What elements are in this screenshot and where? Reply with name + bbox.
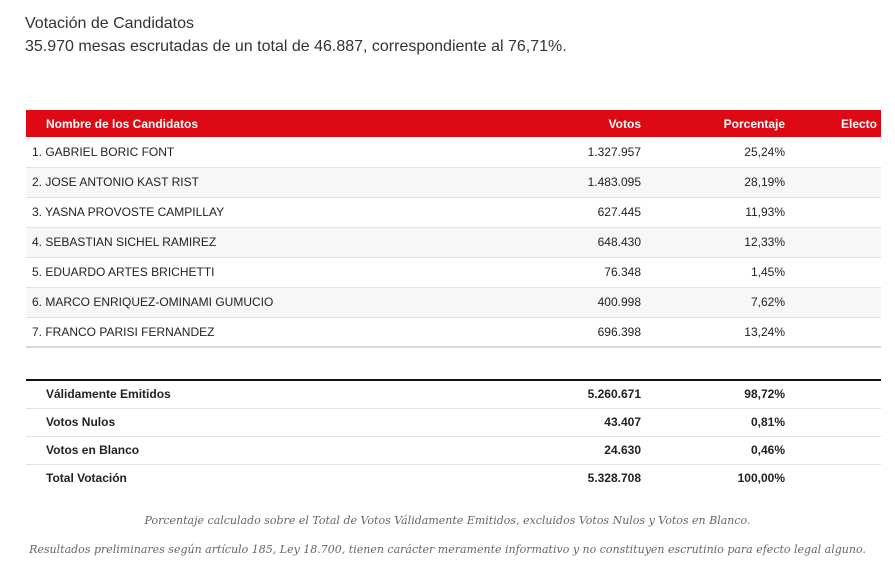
table-row: 7. FRANCO PARISI FERNANDEZ 696.398 13,24… (26, 317, 881, 348)
totals-percent: 0,81% (641, 408, 785, 437)
totals-votes: 24.630 (481, 436, 641, 465)
page-subtitle: 35.970 mesas escrutadas de un total de 4… (25, 38, 567, 55)
candidate-name: 2. JOSE ANTONIO KAST RIST (26, 167, 481, 198)
candidate-percent: 12,33% (641, 227, 785, 258)
candidate-percent: 1,45% (641, 257, 785, 288)
candidate-name: 7. FRANCO PARISI FERNANDEZ (26, 317, 481, 348)
totals-row: Votos Nulos 43.407 0,81% (26, 408, 881, 437)
candidate-votes: 648.430 (481, 227, 641, 258)
totals-row: Válidamente Emitidos 5.260.671 98,72% (26, 380, 881, 409)
candidate-name: 3. YASNA PROVOSTE CAMPILLAY (26, 197, 481, 228)
table-row: 2. JOSE ANTONIO KAST RIST 1.483.095 28,1… (26, 167, 881, 198)
candidate-votes: 696.398 (481, 317, 641, 348)
candidate-name: 4. SEBASTIAN SICHEL RAMIREZ (26, 227, 481, 258)
candidate-elected (785, 227, 881, 258)
table-row: 3. YASNA PROVOSTE CAMPILLAY 627.445 11,9… (26, 197, 881, 228)
totals-percent: 0,46% (641, 436, 785, 465)
totals-label: Total Votación (46, 471, 127, 486)
table-row: 4. SEBASTIAN SICHEL RAMIREZ 648.430 12,3… (26, 227, 881, 258)
candidate-name: 6. MARCO ENRIQUEZ-OMINAMI GUMUCIO (26, 287, 481, 318)
totals-empty-cell (785, 380, 881, 409)
candidate-percent: 11,93% (641, 197, 785, 228)
candidate-votes: 627.445 (481, 197, 641, 228)
candidates-table: Nombre de los Candidatos Votos Porcentaj… (26, 110, 881, 348)
candidate-percent: 13,24% (641, 317, 785, 348)
candidate-votes: 1.327.957 (481, 137, 641, 168)
column-header-votes: Votos (481, 110, 641, 137)
candidate-elected (785, 317, 881, 348)
totals-row: Votos en Blanco 24.630 0,46% (26, 436, 881, 465)
column-header-elected: Electo (785, 110, 881, 137)
candidate-percent: 7,62% (641, 287, 785, 318)
table-row: 5. EDUARDO ARTES BRICHETTI 76.348 1,45% (26, 257, 881, 288)
totals-label: Votos en Blanco (26, 436, 481, 465)
totals-label: Votos Nulos (26, 408, 481, 437)
candidate-name: 5. EDUARDO ARTES BRICHETTI (26, 257, 481, 288)
candidate-elected (785, 257, 881, 288)
totals-empty-cell (785, 464, 881, 492)
page-header: Votación de Candidatos 35.970 mesas escr… (25, 14, 567, 57)
totals-percent: 100,00% (737, 471, 785, 486)
candidate-percent: 28,19% (641, 167, 785, 198)
candidate-votes: 400.998 (481, 287, 641, 318)
totals-empty-cell (785, 408, 881, 437)
legal-note: Resultados preliminares según artículo 1… (29, 543, 866, 556)
column-header-name: Nombre de los Candidatos (26, 110, 481, 137)
column-header-percent: Porcentaje (641, 110, 785, 137)
table-header-row: Nombre de los Candidatos Votos Porcentaj… (26, 110, 881, 137)
candidate-percent: 25,24% (641, 137, 785, 168)
candidate-elected (785, 137, 881, 168)
candidate-name: 1. GABRIEL BORIC FONT (26, 137, 481, 168)
totals-votes: 43.407 (481, 408, 641, 437)
totals-percent: 98,72% (641, 380, 785, 409)
totals-row: Total Votación 5.328.708 100,00% (26, 464, 881, 492)
candidate-votes: 76.348 (481, 257, 641, 288)
table-row: 1. GABRIEL BORIC FONT 1.327.957 25,24% (26, 137, 881, 168)
candidate-elected (785, 197, 881, 228)
table-row: 6. MARCO ENRIQUEZ-OMINAMI GUMUCIO 400.99… (26, 287, 881, 318)
candidate-elected (785, 287, 881, 318)
candidate-votes: 1.483.095 (481, 167, 641, 198)
totals-table: Válidamente Emitidos 5.260.671 98,72% Vo… (26, 379, 881, 492)
totals-label: Válidamente Emitidos (26, 380, 481, 409)
candidate-elected (785, 167, 881, 198)
totals-votes: 5.328.708 (587, 471, 641, 486)
page-title: Votación de Candidatos (25, 15, 195, 32)
totals-votes: 5.260.671 (481, 380, 641, 409)
percent-note: Porcentaje calculado sobre el Total de V… (144, 514, 751, 527)
totals-empty-cell (785, 436, 881, 465)
